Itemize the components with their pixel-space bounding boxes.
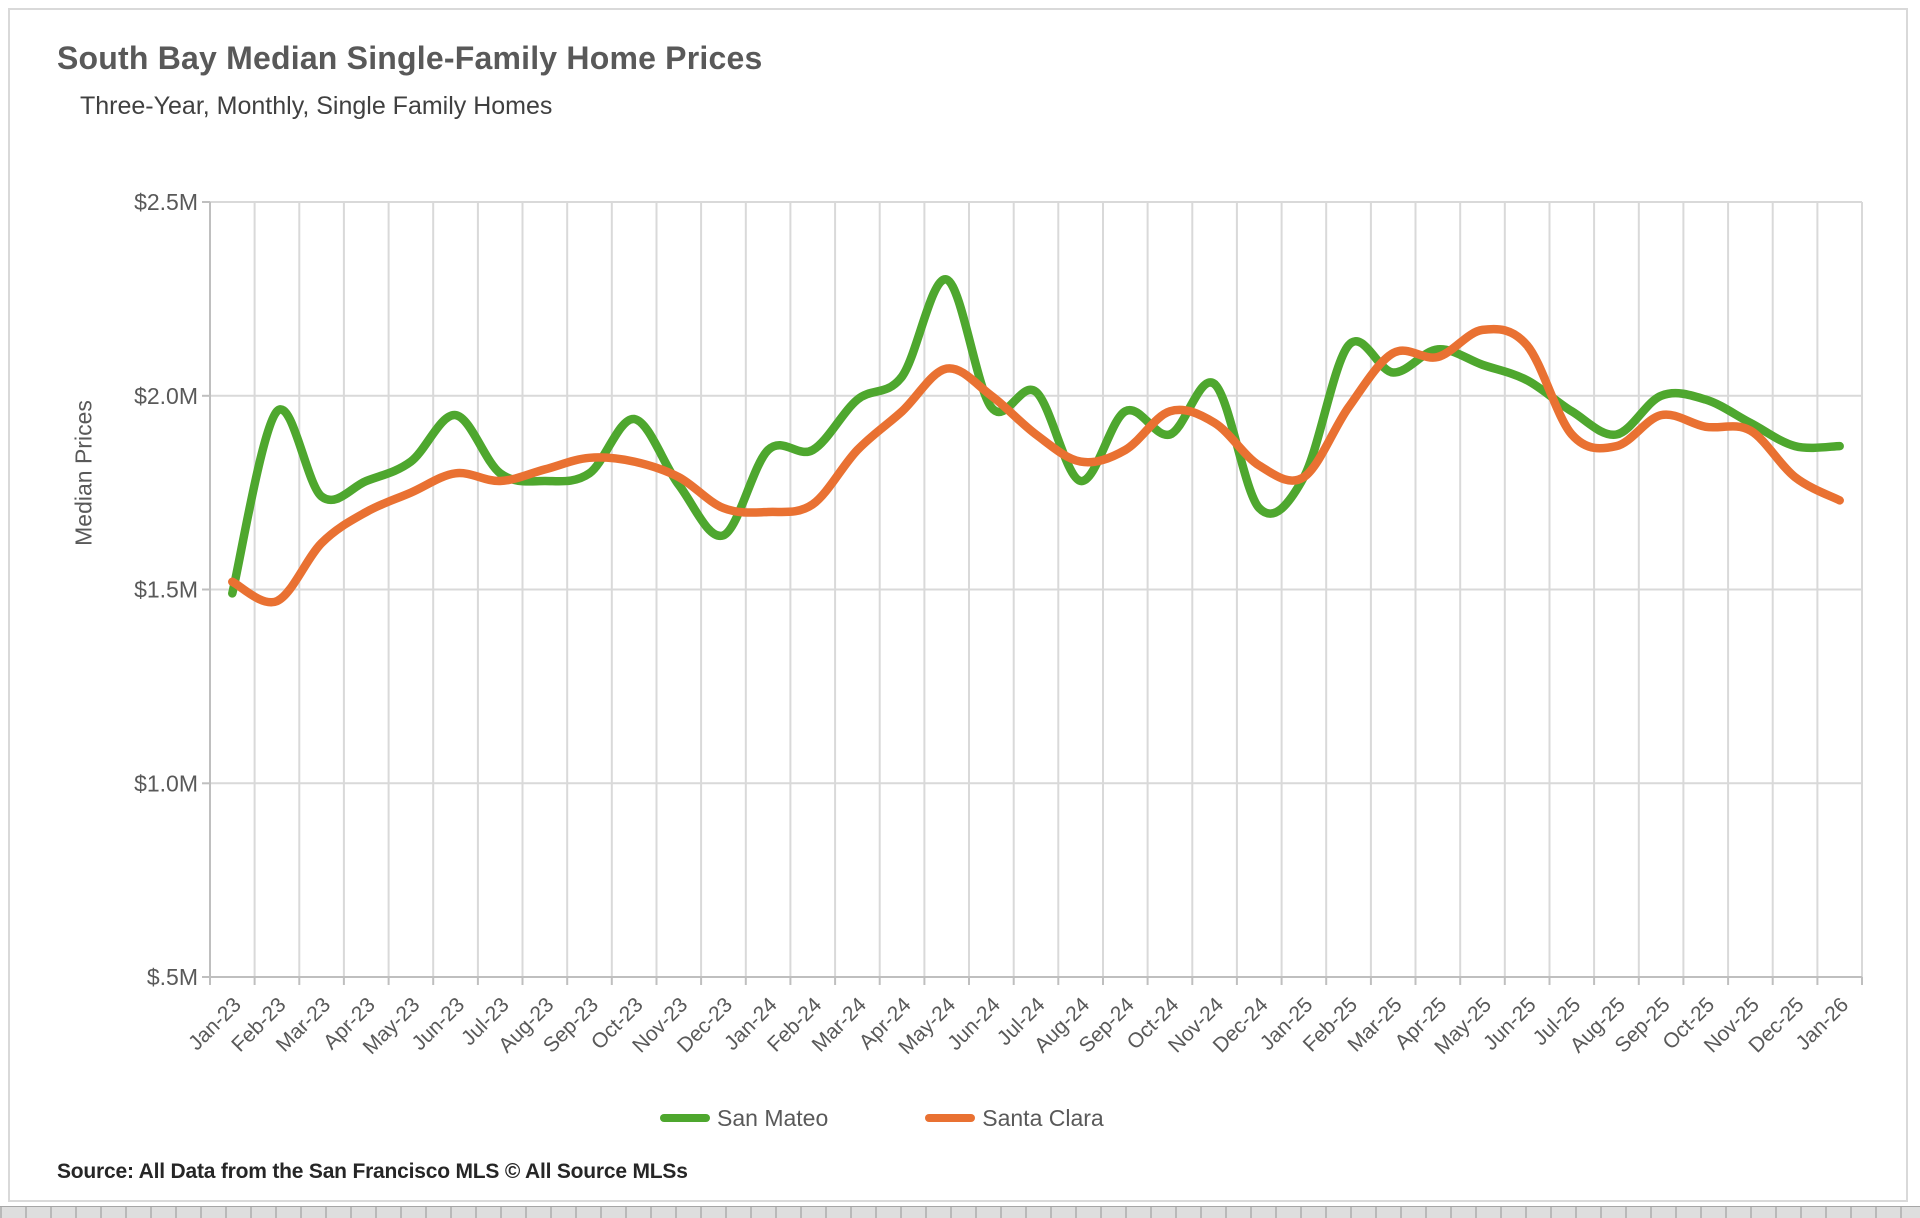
legend-label-santa-clara: Santa Clara [982, 1104, 1104, 1131]
source-note: Source: All Data from the San Francisco … [57, 1160, 688, 1183]
legend: San Mateo Santa Clara [660, 1101, 1201, 1135]
chart-frame [8, 8, 1908, 1202]
legend-label-san-mateo: San Mateo [717, 1104, 829, 1131]
y-axis-label: $1.5M [134, 577, 198, 603]
y-axis-label: $.5M [147, 964, 198, 990]
chart-plot-area: $.5M$1.0M$1.5M$2.0M$2.5MJan-23Feb-23Mar-… [134, 189, 1863, 1059]
chart-subtitle: Three-Year, Monthly, Single Family Homes [80, 92, 553, 120]
horizontal-scrollbar[interactable] [0, 1206, 1920, 1218]
y-axis-label: $2.0M [134, 383, 198, 409]
santa-clara-line-swatch [925, 1114, 976, 1122]
legend-item-san-mateo: San Mateo [660, 1105, 828, 1132]
san-mateo-line-swatch [660, 1114, 710, 1122]
series-line-santa-clara [228, 324, 1844, 607]
y-axis-label: $1.0M [134, 770, 198, 796]
legend-item-santa-clara: Santa Clara [925, 1104, 1104, 1132]
chart-title: South Bay Median Single-Family Home Pric… [57, 40, 763, 76]
y-axis-label: $2.5M [134, 189, 198, 215]
y-axis-title: Median Prices [70, 400, 97, 546]
